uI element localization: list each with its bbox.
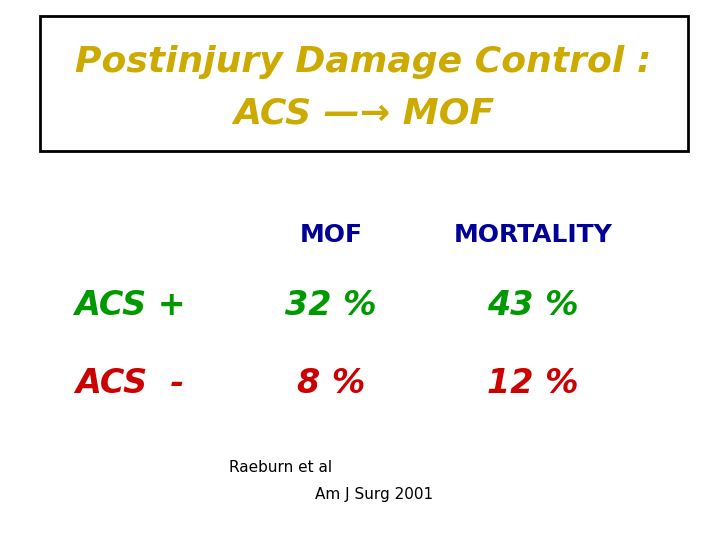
Bar bbox=[40, 16, 688, 151]
Text: ACS +: ACS + bbox=[73, 288, 186, 322]
Text: 43 %: 43 % bbox=[487, 288, 579, 322]
Text: ACS —→ MOF: ACS —→ MOF bbox=[233, 97, 494, 130]
Text: Am J Surg 2001: Am J Surg 2001 bbox=[315, 487, 433, 502]
Text: 12 %: 12 % bbox=[487, 367, 579, 400]
Text: MORTALITY: MORTALITY bbox=[454, 223, 612, 247]
Text: 8 %: 8 % bbox=[297, 367, 365, 400]
Text: Postinjury Damage Control :: Postinjury Damage Control : bbox=[76, 45, 652, 79]
Text: 32 %: 32 % bbox=[285, 288, 377, 322]
Text: MOF: MOF bbox=[300, 223, 363, 247]
Text: Raeburn et al: Raeburn et al bbox=[229, 460, 333, 475]
Text: ACS  -: ACS - bbox=[75, 367, 184, 400]
